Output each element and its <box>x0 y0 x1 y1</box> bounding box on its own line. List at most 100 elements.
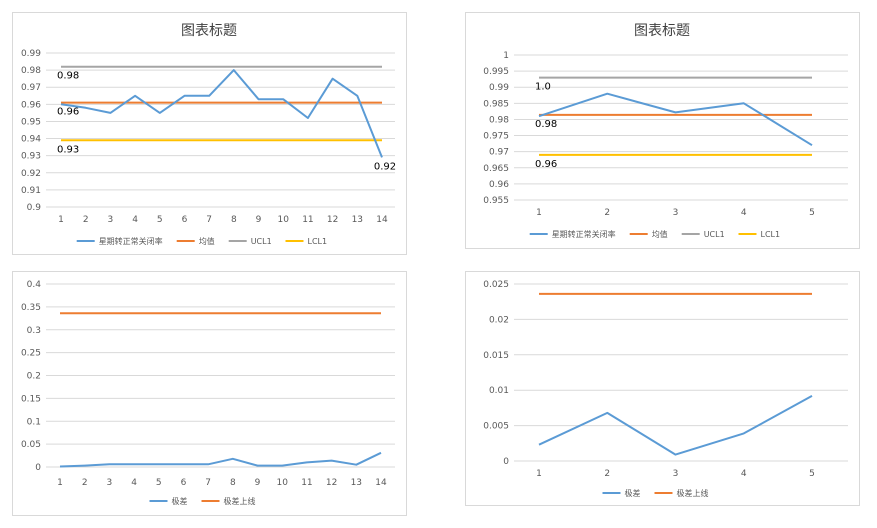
x-tick-label: 1 <box>536 208 542 218</box>
chart-title: 图表标题 <box>181 23 237 39</box>
x-tick-label: 3 <box>673 208 679 218</box>
y-tick-label: 0.2 <box>27 372 41 382</box>
series-line-0 <box>538 395 813 456</box>
x-tick-label: 13 <box>352 215 363 225</box>
x-tick-label: 9 <box>255 478 261 488</box>
chart-top-right-svg: 图表标题0.9550.960.9650.970.9750.980.9850.99… <box>483 23 848 239</box>
y-tick-label: 0.99 <box>489 83 509 93</box>
x-tick-label: 2 <box>604 208 610 218</box>
y-tick-label: 0.985 <box>483 99 509 109</box>
x-tick-label: 6 <box>182 215 188 225</box>
y-tick-label: 0.975 <box>483 132 509 142</box>
x-tick-label: 8 <box>231 215 237 225</box>
data-label: 0.93 <box>57 144 79 155</box>
y-tick-label: 0.94 <box>21 135 41 145</box>
series-line-0 <box>60 69 383 158</box>
legend-label: 均值 <box>652 229 668 239</box>
x-tick-label: 2 <box>83 215 89 225</box>
legend-label: LCL1 <box>308 237 328 246</box>
data-label: 0.96 <box>57 107 79 118</box>
y-tick-label: 0.01 <box>489 386 509 396</box>
y-tick-label: 0 <box>35 463 41 473</box>
x-tick-label: 8 <box>230 478 236 488</box>
y-tick-label: 0.97 <box>21 83 41 93</box>
y-tick-label: 0.4 <box>27 280 42 290</box>
x-tick-label: 1 <box>536 469 542 479</box>
x-tick-label: 9 <box>256 215 262 225</box>
legend-label: UCL1 <box>251 237 272 246</box>
legend-label: 极差上线 <box>224 496 256 506</box>
y-tick-label: 0.95 <box>21 117 41 127</box>
x-tick-label: 2 <box>82 478 88 488</box>
chart-top-left-svg: 图表标题 0.9 0.91 0.92 0.93 0.94 0.95 0.96 0.97 0.98 0… <box>21 23 396 246</box>
y-tick-label: 0.025 <box>483 280 509 290</box>
y-tick-label: 0.955 <box>483 196 509 206</box>
x-tick-label: 4 <box>741 469 747 479</box>
y-tick-label: 0.98 <box>489 115 509 125</box>
legend-label: UCL1 <box>704 230 725 239</box>
y-tick-label: 0.92 <box>21 169 41 179</box>
legend-label: 极差上线 <box>677 488 709 498</box>
x-tick-label: 11 <box>301 478 312 488</box>
y-tick-label: 0.96 <box>489 180 509 190</box>
data-label: 0.92 <box>374 161 396 172</box>
x-tick-label: 12 <box>326 478 337 488</box>
legend-label: 均值 <box>199 236 215 246</box>
y-tick-label: 0.93 <box>21 152 41 162</box>
y-tick-label: 0.25 <box>21 349 41 359</box>
y-tick-label: 0 <box>503 457 509 467</box>
data-label: 0.98 <box>535 119 557 130</box>
legend-label: 极差 <box>625 488 641 498</box>
chart-top-left: 图表标题 0.9 0.91 0.92 0.93 0.94 0.95 0.96 0.97 0.98 0… <box>12 12 407 255</box>
x-tick-label: 14 <box>376 215 388 225</box>
y-tick-label: 0.1 <box>27 417 41 427</box>
x-tick-label: 12 <box>327 215 338 225</box>
x-tick-label: 2 <box>604 469 610 479</box>
legend-label: 星期转正常关闭率 <box>552 229 616 239</box>
data-label: 1.0 <box>535 82 551 93</box>
x-tick-label: 5 <box>809 208 815 218</box>
x-tick-label: 4 <box>741 208 747 218</box>
y-tick-label: 0.005 <box>483 422 509 432</box>
x-tick-label: 1 <box>58 215 64 225</box>
series-line-0 <box>538 92 813 147</box>
x-tick-label: 1 <box>57 478 63 488</box>
x-tick-label: 6 <box>181 478 187 488</box>
y-tick-label: 0.015 <box>483 351 509 361</box>
x-tick-label: 4 <box>131 478 137 488</box>
x-tick-label: 3 <box>673 469 679 479</box>
x-tick-label: 10 <box>278 215 290 225</box>
y-tick-label: 0.96 <box>21 100 41 110</box>
x-tick-label: 5 <box>156 478 162 488</box>
chart-bottom-left: 0 0.05 0.1 0.15 0.2 0.25 0.3 0.35 0.4 1 2 3 4 5 6 7 8 9 10… <box>12 271 407 516</box>
y-tick-label: 0.05 <box>21 440 41 450</box>
data-label: 0.98 <box>57 71 79 82</box>
y-tick-label: 0.965 <box>483 164 509 174</box>
y-tick-label: 0.97 <box>489 148 509 158</box>
y-tick-label: 0.9 <box>27 203 42 213</box>
x-tick-label: 10 <box>277 478 289 488</box>
x-tick-label: 5 <box>157 215 163 225</box>
x-tick-label: 5 <box>809 469 815 479</box>
x-tick-label: 4 <box>132 215 138 225</box>
y-tick-label: 0.99 <box>21 49 41 59</box>
chart-bottom-right: 0 0.005 0.01 0.015 0.02 0.025 1 2 3 4 5 极差 极差上线 <box>465 271 860 506</box>
chart-title: 图表标题 <box>634 23 690 39</box>
data-label: 0.96 <box>535 159 557 170</box>
y-tick-label: 0.35 <box>21 303 41 313</box>
y-tick-label: 1 <box>503 51 509 61</box>
y-tick-label: 0.91 <box>21 186 41 196</box>
series-line-0 <box>59 451 382 468</box>
y-tick-label: 0.15 <box>21 394 41 404</box>
x-tick-label: 14 <box>375 478 387 488</box>
chart-bottom-left-svg: 00.050.10.150.20.250.30.350.41 2 3 4 5 6 7 8 9 10… <box>21 280 395 506</box>
legend-label: 极差 <box>172 496 188 506</box>
y-tick-label: 0.98 <box>21 66 41 76</box>
legend-label: LCL1 <box>761 230 781 239</box>
x-tick-label: 7 <box>206 215 212 225</box>
chart-top-right: 图表标题 0.955 0.96 0.965 0.97 0.975 0.98 0.985 0.99… <box>465 12 860 249</box>
y-tick-label: 0.3 <box>27 326 41 336</box>
chart-bottom-right-svg: 0 0.005 0.01 0.015 0.02 0.025 1 2 3 4 5 极差 极差上线 <box>483 280 848 498</box>
x-tick-label: 13 <box>351 478 362 488</box>
y-tick-label: 0.02 <box>489 315 509 325</box>
